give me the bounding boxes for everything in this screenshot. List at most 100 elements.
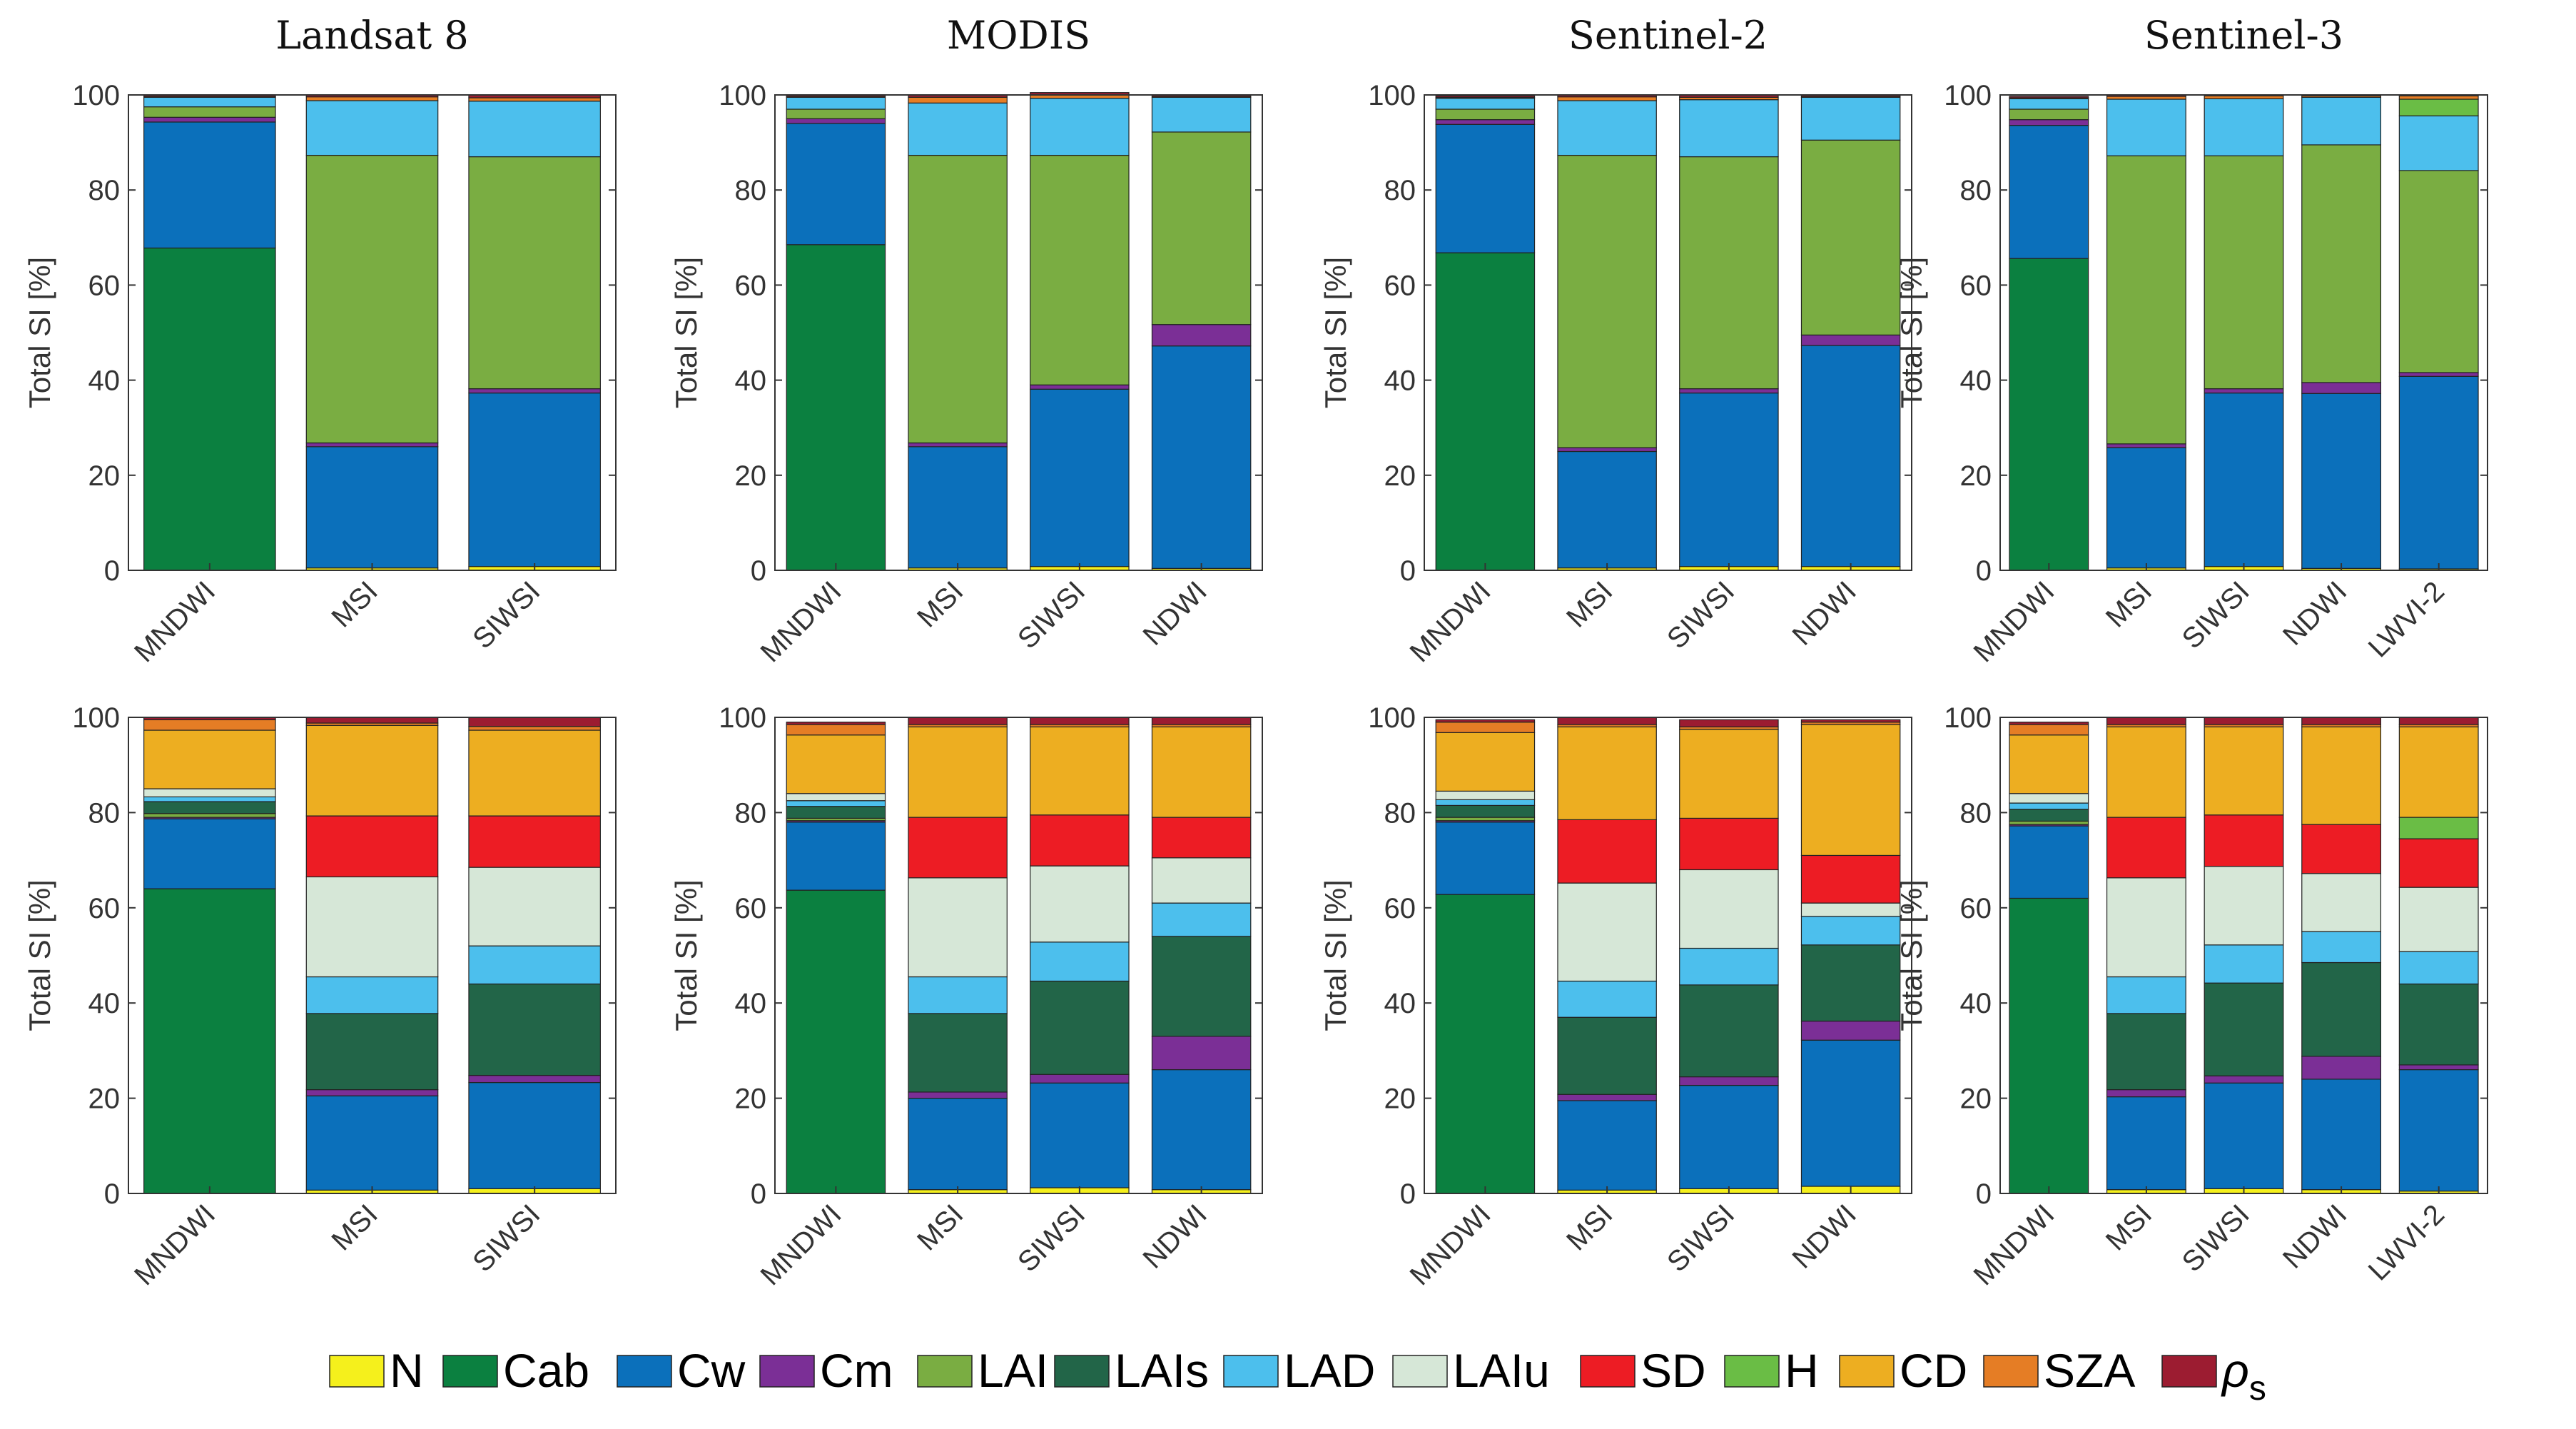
y-tick-label: 60 xyxy=(1384,893,1416,924)
bar-segment-msi-lai xyxy=(305,154,439,444)
bar-segment-siwsi-cm xyxy=(1030,384,1130,390)
bar-segment-mndwi-lai xyxy=(2009,108,2089,121)
legend-label: Cab xyxy=(503,1344,589,1397)
y-axis-label: Total SI [%] xyxy=(23,879,56,1031)
bar-segment-mndwi-lai xyxy=(1435,108,1536,121)
bar-segment-ndwi-lai xyxy=(1151,131,1252,325)
bar-segment-siwsi-sd xyxy=(2204,814,2284,867)
axes-frame xyxy=(128,94,617,571)
bar-segment-mndwi-cw xyxy=(2009,125,2089,259)
legend-swatch xyxy=(1392,1355,1448,1388)
bar-segment-siwsi-cw xyxy=(1030,388,1130,567)
bar-segment-msi-lai xyxy=(2106,155,2186,445)
bar-segment-mndwi-cw xyxy=(143,818,276,889)
bar-segment-siwsi-cm xyxy=(468,1074,601,1084)
bar-segment-msi-laiu xyxy=(305,876,439,978)
y-tick-label: 20 xyxy=(88,460,121,492)
legend-label: SZA xyxy=(2044,1344,2135,1397)
bar-segment-ndwi-lais xyxy=(2301,961,2382,1057)
bar-segment-siwsi-lais xyxy=(1679,984,1779,1078)
legend-item-n: N xyxy=(329,1344,424,1397)
bar-segment-lwvi-2-sza xyxy=(2398,95,2479,100)
legend-item-cd: CD xyxy=(1839,1344,1967,1397)
y-tick-label: 100 xyxy=(719,80,766,111)
axes-frame xyxy=(128,717,617,1194)
bar-segment-mndwi-lad xyxy=(786,96,886,110)
bar-segment-msi-cd xyxy=(908,726,1008,818)
y-tick-label: 60 xyxy=(88,270,121,301)
bar-segment-ndwi-cm xyxy=(1151,1036,1252,1071)
bar-segment-mndwi-sza xyxy=(1435,722,1536,733)
bar-segment-mndwi-cab xyxy=(786,889,886,1194)
bar-segment-mndwi-cd xyxy=(2009,734,2089,794)
bar-segment-msi-lad xyxy=(908,102,1008,156)
y-tick-label: 0 xyxy=(104,1178,120,1210)
bar-segment-mndwi-laiu xyxy=(143,788,276,797)
bar-segment-mndwi-lais xyxy=(2009,809,2089,822)
x-tick-label: LWVI-2 xyxy=(2363,1198,2450,1286)
axes-frame xyxy=(774,717,1263,1194)
bar-segment-siwsi-lad xyxy=(1679,99,1779,158)
y-tick-label: 40 xyxy=(1960,365,1992,397)
bar-segment-ndwi-laiu xyxy=(1800,902,1901,917)
bar-segment-mndwi-cw xyxy=(143,121,276,249)
bar-segment-mndwi-sza xyxy=(786,724,886,736)
bar-segment-siwsi-cw xyxy=(468,1081,601,1189)
bar-segment-siwsi-lais xyxy=(2204,982,2284,1076)
legend-label: LAIs xyxy=(1115,1344,1209,1397)
panel-title: MODIS xyxy=(947,13,1090,58)
y-tick-label: 100 xyxy=(72,80,120,111)
legend-label: Cw xyxy=(677,1344,746,1397)
bar-segment-siwsi-cd xyxy=(468,729,601,817)
legend-swatch xyxy=(1983,1355,2039,1388)
y-tick-label: 0 xyxy=(751,555,766,587)
bar-segment-siwsi-cd xyxy=(1679,729,1779,819)
y-tick-label: 40 xyxy=(1384,365,1416,397)
bar-segment-mndwi-rho-s xyxy=(2009,722,2089,725)
bar-segment-ndwi-sd xyxy=(1151,817,1252,859)
legend-item-cab: Cab xyxy=(442,1344,589,1397)
bar-segment-mndwi-lai xyxy=(143,106,276,118)
legend-label: LAIu xyxy=(1453,1344,1550,1397)
x-tick-label: SIWSI xyxy=(1012,575,1091,655)
legend-item-lai: LAI xyxy=(917,1344,1048,1397)
bar-segment-mndwi-lais xyxy=(786,806,886,819)
y-tick-label: 60 xyxy=(735,893,767,924)
bar-segment-msi-cw xyxy=(1557,1100,1657,1191)
y-tick-label: 80 xyxy=(735,797,767,829)
bar-segment-ndwi-lais xyxy=(1800,944,1901,1022)
bar-segment-siwsi-cw xyxy=(1030,1082,1130,1188)
panel-modis-top: MODIS 0 20 40 60 80 100 Total SI [%] MNDWI MSI SIW… xyxy=(669,13,1263,668)
y-tick-label: 60 xyxy=(88,893,121,924)
legend-label: SD xyxy=(1641,1344,1706,1397)
bar-segment-siwsi-cm xyxy=(1679,388,1779,394)
bar-segment-mndwi-lais xyxy=(1435,804,1536,818)
bar-segment-mndwi-cd xyxy=(143,729,276,789)
y-axis-label: Total SI [%] xyxy=(1319,879,1352,1031)
bar-segment-siwsi-cd xyxy=(1030,726,1130,816)
bar-segment-msi-rho-s xyxy=(908,717,1008,725)
bar-segment-lwvi-2-cm xyxy=(2398,372,2479,377)
bar-segment-siwsi-lais xyxy=(468,983,601,1076)
bar-segment-siwsi-lai xyxy=(1030,154,1130,385)
legend-label: H xyxy=(1785,1344,1819,1397)
y-axis-label: Total SI [%] xyxy=(1895,257,1928,408)
bar-segment-mndwi-laiu xyxy=(1435,790,1536,800)
bar-segment-msi-cm xyxy=(908,442,1008,448)
bar-segment-siwsi-rho-s xyxy=(2204,717,2284,725)
y-tick-label: 40 xyxy=(1384,988,1416,1019)
y-axis-label: Total SI [%] xyxy=(1319,257,1352,408)
bar-segment-siwsi-lai xyxy=(2204,155,2284,390)
bar-segment-mndwi-lad xyxy=(786,800,886,807)
bar-segment-ndwi-cw xyxy=(1151,345,1252,569)
axes-frame xyxy=(774,94,1263,571)
legend-swatch xyxy=(1054,1355,1110,1388)
bar-segment-mndwi-lad xyxy=(2009,98,2089,110)
bar-segment-lwvi-2-cd xyxy=(2398,726,2479,818)
panel-sentinel-3-bottom: 0 20 40 60 80 100 Total SI [%] MNDWI MSI SIWSI NDW… xyxy=(1895,702,2488,1291)
bar-segment-mndwi-rho-s xyxy=(1435,719,1536,723)
x-tick-label: LWVI-2 xyxy=(2363,575,2450,663)
y-tick-label: 20 xyxy=(735,460,767,492)
bar-segment-msi-cd xyxy=(305,724,439,817)
y-tick-label: 40 xyxy=(88,365,121,397)
